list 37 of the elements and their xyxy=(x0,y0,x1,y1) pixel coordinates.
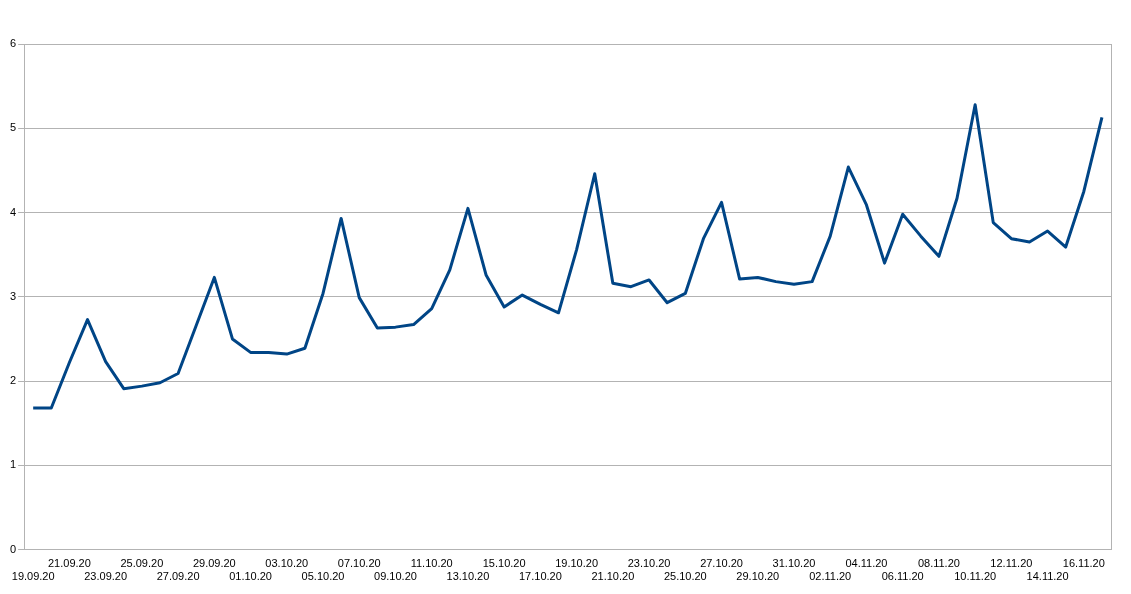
y-tick-label: 1 xyxy=(9,458,17,471)
x-tick-label: 01.10.20 xyxy=(229,570,272,583)
x-tick-label: 03.10.20 xyxy=(265,557,309,570)
x-tick-label: 29.10.20 xyxy=(736,570,780,583)
x-tick-label: 21.10.20 xyxy=(591,570,635,583)
x-tick-label: 15.10.20 xyxy=(482,557,526,570)
x-tick-label: 31.10.20 xyxy=(772,557,816,570)
x-tick-label: 02.11.20 xyxy=(809,570,852,583)
x-tick-label: 21.09.20 xyxy=(47,557,91,570)
x-tick-label: 29.09.20 xyxy=(192,557,236,570)
x-tick-label: 19.10.20 xyxy=(555,557,599,570)
x-tick-label: 19.09.20 xyxy=(11,570,55,583)
x-tick-label: 25.09.20 xyxy=(120,557,164,570)
y-tick-label: 2 xyxy=(9,374,17,387)
y-tick-label: 5 xyxy=(9,121,17,134)
x-tick-label: 11.10.20 xyxy=(410,557,453,570)
y-tick-label: 6 xyxy=(9,37,17,50)
x-tick-label: 27.09.20 xyxy=(156,570,200,583)
x-tick-label: 23.09.20 xyxy=(84,570,128,583)
x-tick-label: 08.11.20 xyxy=(917,557,960,570)
x-tick-label: 13.10.20 xyxy=(446,570,490,583)
x-tick-label: 23.10.20 xyxy=(627,557,671,570)
x-tick-label: 12.11.20 xyxy=(990,557,1033,570)
y-tick-label: 3 xyxy=(9,289,17,302)
x-tick-label: 07.10.20 xyxy=(337,557,381,570)
x-tick-label: 16.11.20 xyxy=(1062,557,1105,570)
y-tick-label: 0 xyxy=(9,542,17,555)
x-tick-label: 05.10.20 xyxy=(301,570,345,583)
x-tick-label: 14.11.20 xyxy=(1026,570,1069,583)
x-tick-label: 25.10.20 xyxy=(663,570,707,583)
x-tick-label: 06.11.20 xyxy=(881,570,924,583)
x-tick-label: 10.11.20 xyxy=(954,570,997,583)
x-tick-label: 17.10.20 xyxy=(518,570,562,583)
x-tick-label: 09.10.20 xyxy=(374,570,417,583)
x-tick-label: 27.10.20 xyxy=(700,557,743,570)
y-tick-label: 4 xyxy=(9,205,17,218)
x-tick-label: 04.11.20 xyxy=(845,557,888,570)
